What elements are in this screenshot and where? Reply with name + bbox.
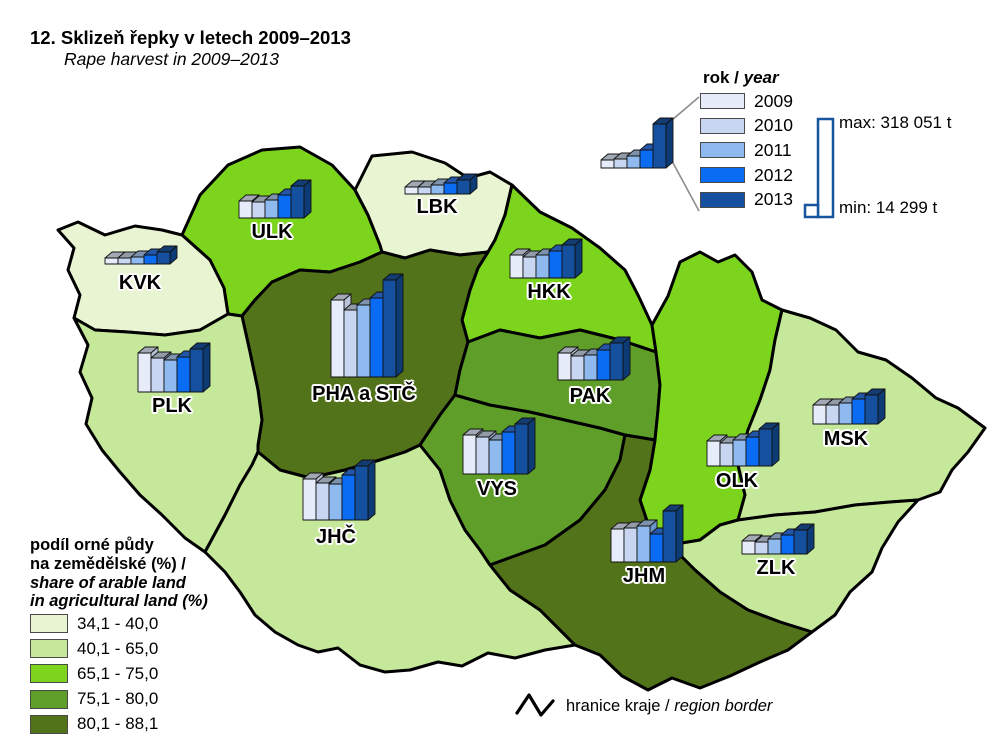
bar-chart-JHM <box>610 452 684 564</box>
land-class-range: 34,1 - 40,0 <box>77 613 159 633</box>
land-class-range: 65,1 - 75,0 <box>77 663 159 683</box>
land-legend-title-line4: in agricultural land (%) <box>30 592 208 611</box>
year-swatch <box>700 142 745 159</box>
land-legend-rows: 34,1 - 40,0 40,1 - 65,0 65,1 - 75,0 75,1 - … <box>30 611 158 737</box>
max-value-label: max: 318 051 t <box>839 113 952 132</box>
region-label-LBK: LBK <box>416 196 458 218</box>
land-legend-title-line1: podíl orné půdy <box>30 536 154 554</box>
year-label: 2012 <box>754 164 793 185</box>
region-label-PHA_STC: PHA a STČ <box>312 383 416 405</box>
land-class-swatch <box>30 689 68 709</box>
year-swatch <box>700 93 745 110</box>
bar-chart-ULK <box>238 108 312 220</box>
border-legend-label: hranice kraje / region border <box>566 697 772 716</box>
bar-chart-OLK <box>706 356 780 468</box>
year-legend-row: 2011 <box>700 138 793 163</box>
year-legend-fan-lines <box>671 96 700 212</box>
region-label-HKK: HKK <box>527 281 571 303</box>
land-legend-title-line2: na zemědělské (%) / <box>30 554 186 573</box>
land-legend-title: podíl orné půdy na zemědělské (%) / shar… <box>30 536 208 611</box>
land-class-swatch <box>30 714 68 734</box>
land-legend-row: 80,1 - 88,1 <box>30 712 158 737</box>
year-swatch <box>700 191 745 208</box>
year-legend-row: 2010 <box>700 114 793 139</box>
region-border-symbol <box>515 693 555 717</box>
land-class-range: 40,1 - 65,0 <box>77 638 159 658</box>
min-bar-outline <box>803 203 820 219</box>
year-legend-row: 2009 <box>700 89 793 114</box>
bar-chart-PLK <box>137 282 211 394</box>
bar-chart-KVK <box>104 154 178 266</box>
figure-title-en: Rape harvest in 2009–2013 <box>64 49 280 69</box>
land-class-swatch <box>30 614 68 634</box>
min-value-label: min: 14 299 t <box>839 198 938 217</box>
land-legend-row: 34,1 - 40,0 <box>30 611 158 636</box>
region-label-JHM: JHM <box>622 565 666 587</box>
year-label: 2011 <box>754 139 792 160</box>
max-bar-outline <box>816 117 835 219</box>
land-class-range: 75,1 - 80,0 <box>77 689 159 709</box>
bar-chart-LBK <box>404 84 478 196</box>
bar-chart-ZLK <box>741 444 815 556</box>
region-label-OLK: OLK <box>715 470 759 492</box>
year-legend-title-cs: rok / <box>703 68 744 87</box>
land-legend-row: 40,1 - 65,0 <box>30 636 158 661</box>
bar-chart-PHA_STC <box>330 267 404 379</box>
region-label-VYS: VYS <box>476 478 518 500</box>
figure-title-cs: 12. Sklizeň řepky v letech 2009–2013 <box>30 27 351 48</box>
region-label-MSK: MSK <box>823 428 869 450</box>
year-label: 2010 <box>754 115 793 136</box>
bar-chart-legend-sample <box>600 58 674 170</box>
minmax-indicator <box>803 117 835 219</box>
region-label-ZLK: ZLK <box>756 557 796 579</box>
region-label-JHC: JHČ <box>315 526 357 548</box>
land-legend-row: 65,1 - 75,0 <box>30 661 158 686</box>
year-label: 2013 <box>754 189 793 210</box>
region-KVK <box>56 220 230 337</box>
region-label-KVK: KVK <box>118 272 162 294</box>
year-legend-title-en: year <box>743 68 779 87</box>
land-class-swatch <box>30 664 68 684</box>
bar-chart-PAK <box>557 270 631 382</box>
bar-chart-JHC <box>302 410 376 522</box>
land-class-range: 80,1 - 88,1 <box>77 714 159 734</box>
year-legend-title: rok / year <box>703 68 779 88</box>
region-label-PAK: PAK <box>569 385 611 407</box>
bar-chart-VYS <box>462 364 536 476</box>
border-legend-label-en: region border <box>674 697 773 715</box>
land-legend-title-line3: share of arable land <box>30 573 186 592</box>
region-label-ULK: ULK <box>251 221 293 243</box>
land-class-swatch <box>30 639 68 659</box>
year-legend-rows: 2009 2010 2011 2012 2013 <box>700 89 793 212</box>
year-swatch <box>700 167 745 184</box>
year-legend-row: 2012 <box>700 163 793 188</box>
border-legend-label-cs: hranice kraje / <box>566 697 675 715</box>
region-JHC <box>203 443 577 674</box>
year-label: 2009 <box>754 90 793 111</box>
year-swatch <box>700 117 745 134</box>
bar-chart-MSK <box>812 314 886 426</box>
region-label-PLK: PLK <box>152 395 192 417</box>
year-legend-row: 2013 <box>700 187 793 212</box>
land-legend-row: 75,1 - 80,0 <box>30 687 158 712</box>
bar-chart-HKK <box>509 168 583 280</box>
